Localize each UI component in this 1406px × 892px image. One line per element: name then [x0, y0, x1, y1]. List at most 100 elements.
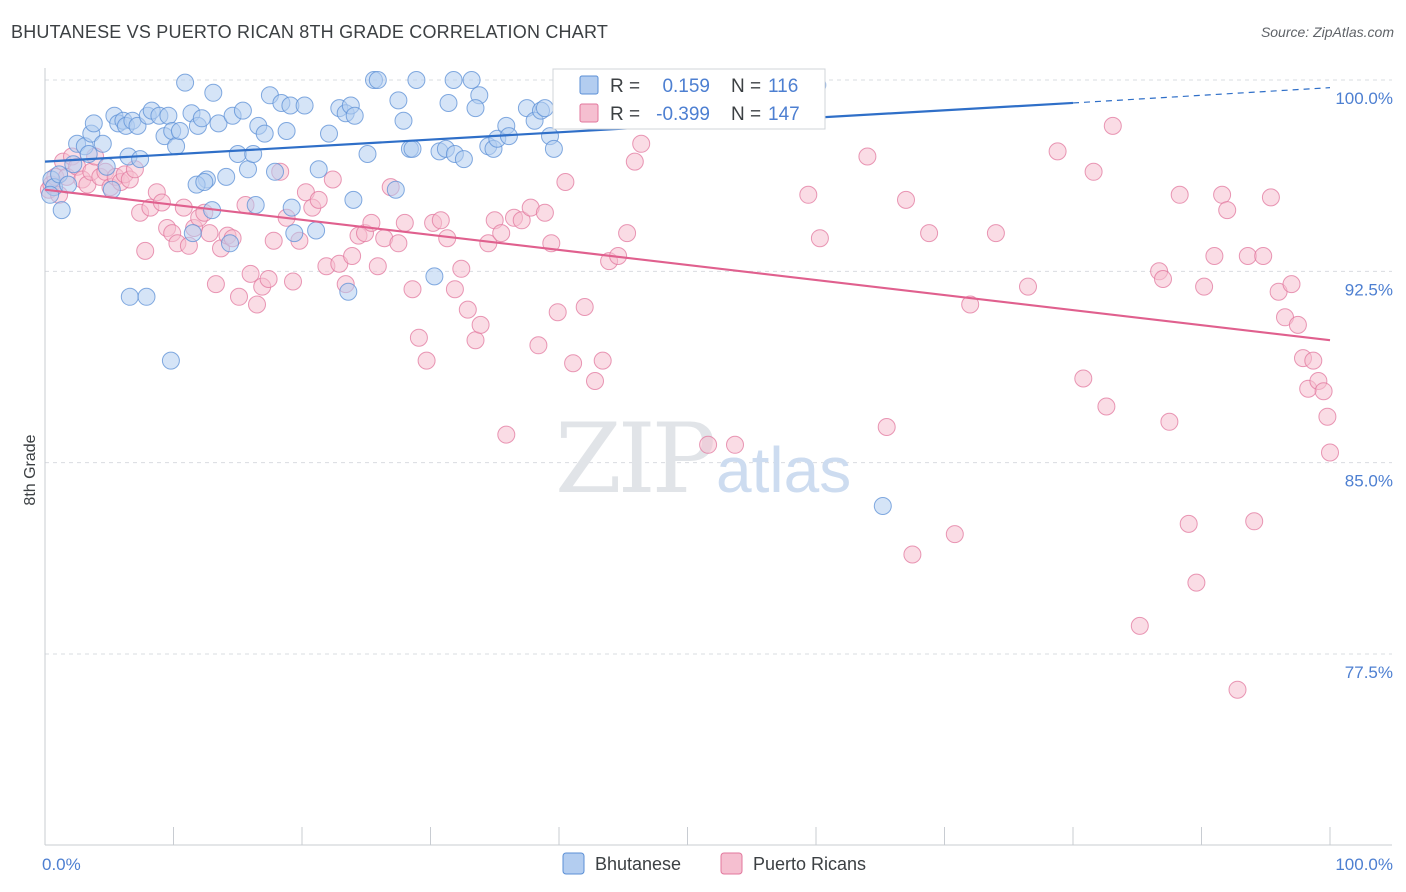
bhutanese-point-64	[403, 139, 422, 158]
puerto-ricans-point-103	[799, 185, 818, 204]
puerto-ricans-point-132	[1245, 512, 1264, 531]
puerto-ricans-point-79	[497, 425, 516, 444]
bhutanese-point-45	[255, 124, 274, 143]
bhutanese-point-70	[454, 150, 473, 169]
puerto-ricans-point-69	[431, 211, 450, 230]
puerto-ricans-point-108	[903, 545, 922, 564]
puerto-ricans-point-67	[417, 351, 436, 370]
puerto-ricans-point-95	[625, 152, 644, 171]
puerto-ricans-point-112	[986, 224, 1005, 243]
bhutanese-point-113	[221, 234, 239, 253]
puerto-ricans-point-143	[1314, 382, 1333, 401]
puerto-ricans-point-47	[284, 272, 302, 291]
bhutanese-point-68	[439, 94, 458, 112]
puerto-ricans-point-90	[586, 372, 604, 390]
y-tick-labels: 100.0% 92.5% 85.0% 77.5%	[1335, 89, 1393, 682]
bottom-legend-label-bhutanese: Bhutanese	[595, 854, 681, 874]
x-tick-labels: 0.0% 100.0%	[42, 855, 1393, 874]
puerto-ricans-point-74	[466, 331, 485, 350]
puerto-ricans-point-99	[699, 435, 718, 454]
puerto-ricans-point-141	[1304, 351, 1323, 370]
puerto-ricans-point-64	[395, 213, 414, 232]
x-tick-label-1: 100.0%	[1335, 855, 1393, 874]
bhutanese-point-114	[246, 196, 265, 214]
bhutanese-point-65	[407, 71, 426, 89]
bhutanese-point-108	[161, 351, 180, 370]
bhutanese-point-60	[368, 71, 387, 89]
bhutanese-point-12	[93, 134, 112, 153]
puerto-ricans-point-137	[1282, 275, 1301, 294]
puerto-ricans-point-110	[945, 525, 964, 544]
watermark: ZIP atlas	[555, 403, 851, 515]
puerto-ricans-point-115	[1074, 369, 1093, 388]
puerto-ricans-point-105	[858, 147, 877, 166]
puerto-ricans-point-53	[323, 170, 342, 189]
bhutanese-point-11	[84, 114, 103, 133]
legend-n-label-1: N =	[731, 76, 761, 97]
legend-r-label-2: R =	[610, 104, 640, 125]
puerto-ricans-point-144	[1318, 407, 1337, 426]
puerto-ricans-point-145	[1321, 443, 1339, 462]
y-tick-label-3: 77.5%	[1345, 663, 1393, 682]
puerto-ricans-point-89	[575, 298, 594, 316]
bhutanese-point-30	[170, 122, 189, 140]
puerto-ricans-point-75	[471, 315, 490, 334]
bhutanese-point-34	[192, 109, 211, 128]
puerto-ricans-point-124	[1179, 514, 1198, 533]
bottom-legend-label-puerto-ricans: Puerto Ricans	[753, 854, 866, 874]
bhutanese-point-53	[320, 124, 338, 143]
puerto-ricans-point-96	[632, 134, 651, 153]
puerto-ricans-point-43	[259, 270, 278, 288]
puerto-ricans-point-86	[548, 303, 567, 322]
puerto-ricans-point-94	[618, 224, 637, 243]
bhutanese-point-13	[97, 157, 116, 176]
bhutanese-point-118	[339, 282, 358, 301]
puerto-ricans-point-122	[1160, 412, 1179, 431]
bhutanese-point-47	[266, 162, 284, 181]
bhutanese-point-71	[444, 71, 463, 89]
puerto-ricans-point-100	[726, 435, 744, 454]
puerto-ricans-point-126	[1195, 277, 1214, 296]
puerto-ricans-point-117	[1097, 397, 1116, 416]
puerto-ricans-point-33	[200, 224, 219, 243]
series-legend: Bhutanese Puerto Ricans	[562, 852, 866, 875]
trend-line-bhutanese-extension	[1072, 87, 1331, 104]
bhutanese-point-62	[394, 111, 413, 130]
y-axis-label: 8th Grade	[22, 434, 39, 505]
x-tick-label-0: 0.0%	[42, 855, 81, 874]
puerto-ricans-point-116	[1084, 162, 1103, 181]
puerto-ricans-point-91	[593, 351, 612, 370]
legend-n-label-2: N =	[731, 104, 761, 125]
legend-swatch-bhutanese	[579, 75, 599, 95]
puerto-ricans-point-138	[1288, 315, 1307, 334]
puerto-ricans-point-66	[409, 328, 428, 347]
bhutanese-point-6	[64, 155, 83, 174]
legend-n-value-2: 147	[768, 104, 800, 125]
puerto-ricans-point-41	[248, 295, 266, 314]
bhutanese-point-85	[544, 139, 563, 158]
bhutanese-point-40	[228, 145, 247, 163]
puerto-ricans-point-73	[458, 300, 477, 319]
bhutanese-point-42	[239, 160, 257, 179]
puerto-ricans-point-109	[920, 224, 939, 243]
puerto-ricans-point-129	[1218, 201, 1237, 220]
bhutanese-point-106	[120, 287, 139, 306]
puerto-ricans-point-72	[452, 259, 471, 278]
puerto-ricans-point-84	[535, 203, 554, 222]
bhutanese-point-116	[285, 224, 304, 243]
bhutanese-point-107	[137, 287, 156, 306]
puerto-ricans-point-128	[1213, 185, 1232, 204]
bhutanese-point-72	[462, 71, 481, 89]
y-tick-label-2: 85.0%	[1345, 472, 1393, 491]
legend-n-value-1: 116	[768, 76, 798, 97]
bhutanese-point-4	[52, 201, 71, 220]
source-credit: Source: ZipAtlas.com	[1260, 24, 1394, 40]
bhutanese-point-38	[217, 167, 236, 186]
puerto-ricans-point-134	[1261, 188, 1280, 207]
bhutanese-point-109	[183, 224, 202, 243]
puerto-ricans-point-118	[1103, 116, 1122, 135]
bhutanese-point-51	[295, 96, 314, 115]
y-tick-label-0: 100.0%	[1335, 89, 1393, 108]
bhutanese-point-5	[59, 175, 78, 194]
